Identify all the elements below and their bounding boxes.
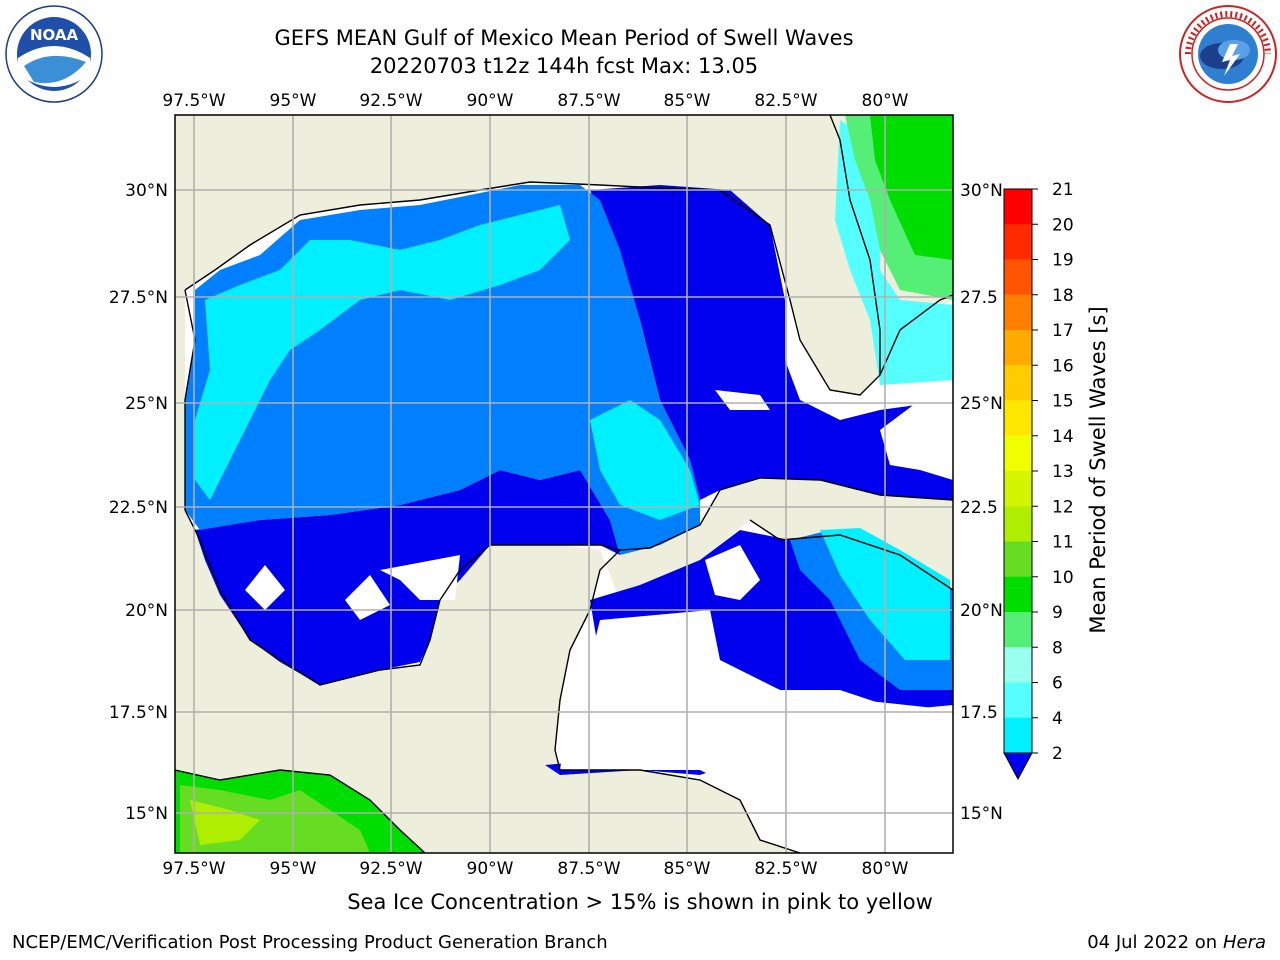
map-subtitle: 20220703 t12z 144h fcst Max: 13.05	[369, 54, 759, 78]
lon-label: 95°W	[270, 859, 317, 879]
lat-label: 25°N	[125, 394, 168, 414]
colorbar-segment	[1004, 541, 1032, 578]
lon-label: 87.5°W	[557, 91, 620, 111]
lat-label: 27.5	[960, 288, 998, 308]
lon-label: 97.5°W	[162, 859, 225, 879]
swell-band-2s-east	[590, 185, 953, 500]
colorbar-segment	[1004, 506, 1032, 542]
nws-logo	[1179, 5, 1277, 103]
lon-label: 80°W	[862, 859, 909, 879]
colorbar-extend-arrow	[1003, 752, 1033, 781]
lon-label: 90°W	[467, 859, 514, 879]
lat-label: 30°N	[125, 181, 168, 201]
lat-label: 17.5°N	[109, 703, 168, 723]
lat-labels-right: 30°N 27.5 25°N 22.5 20°N 17.5 15°N	[960, 181, 1003, 824]
lat-label: 30°N	[960, 181, 1003, 201]
colorbar-segment	[1004, 294, 1032, 331]
colorbar-tick-label: 18	[1052, 286, 1074, 306]
colorbar-tick-label: 4	[1052, 709, 1063, 729]
lon-label: 85°W	[664, 91, 711, 111]
colorbar-segment	[1004, 365, 1032, 401]
colorbar-label: Mean Period of Swell Waves [s]	[1086, 306, 1110, 633]
colorbar-segment	[1004, 647, 1032, 683]
lat-label: 15°N	[960, 804, 1003, 824]
colorbar-tick-label: 14	[1052, 427, 1074, 447]
colorbar-segment	[1004, 400, 1032, 437]
generation-date: 04 Jul 2022 on Hera	[1087, 932, 1266, 953]
colorbar-tick-label: 9	[1052, 603, 1063, 623]
colorbar-tick-label: 2	[1052, 744, 1063, 764]
swell-band-6s-atlantic	[835, 120, 953, 385]
lat-label: 25°N	[960, 394, 1003, 414]
colorbar-segment	[1004, 189, 1032, 225]
lat-label: 15°N	[125, 804, 168, 824]
colorbar-tick-label: 15	[1052, 392, 1074, 412]
lon-labels-top: 97.5°W 95°W 92.5°W 90°W 87.5°W 85°W 82.5…	[162, 91, 908, 111]
lon-label: 87.5°W	[557, 859, 620, 879]
colorbar-tick-label: 21	[1052, 180, 1074, 200]
colorbar-tick-label: 8	[1052, 638, 1063, 658]
colorbar-segment	[1004, 435, 1032, 472]
sea-ice-caption: Sea Ice Concentration > 15% is shown in …	[347, 890, 933, 914]
map-layers	[175, 115, 953, 853]
noaa-logo-text: NOAA	[30, 26, 79, 44]
swell-band-11s-atlantic	[870, 115, 953, 260]
noaa-logo: NOAA	[5, 5, 103, 103]
colorbar-segment	[1004, 612, 1032, 648]
producer-credit: NCEP/EMC/Verification Post Processing Pr…	[12, 932, 608, 953]
colorbar-tick-label: 6	[1052, 674, 1063, 694]
colorbar-segment	[1004, 576, 1032, 613]
lon-labels-bottom: 97.5°W 95°W 92.5°W 90°W 87.5°W 85°W 82.5…	[162, 859, 908, 879]
lon-label: 92.5°W	[359, 91, 422, 111]
date-text: 04 Jul 2022 on	[1087, 932, 1218, 953]
swell-band-2s-caribbean	[590, 530, 953, 710]
colorbar-tick-label: 10	[1052, 568, 1074, 588]
lon-label: 95°W	[270, 91, 317, 111]
colorbar-segment	[1004, 330, 1032, 366]
lon-label: 97.5°W	[162, 91, 225, 111]
colorbar-segment	[1004, 682, 1032, 719]
colorbar-tick-label: 12	[1052, 497, 1074, 517]
colorbar-segment	[1004, 471, 1032, 507]
colorbar-tick-label: 19	[1052, 251, 1074, 271]
colorbar-segment	[1004, 259, 1032, 296]
colorbar-tick-label: 13	[1052, 462, 1074, 482]
lon-label: 92.5°W	[359, 859, 422, 879]
machine-name: Hera	[1222, 932, 1266, 953]
colorbar-segment	[1004, 717, 1032, 754]
colorbar-tick-label: 20	[1052, 215, 1074, 235]
colorbar-segment	[1004, 224, 1032, 260]
lon-label: 85°W	[664, 859, 711, 879]
colorbar-tick-label: 16	[1052, 356, 1074, 376]
graticule	[175, 115, 953, 853]
lon-label: 82.5°W	[754, 859, 817, 879]
colorbar-tick-label: 17	[1052, 321, 1074, 341]
lat-labels-left: 30°N 27.5°N 25°N 22.5°N 20°N 17.5°N 15°N	[109, 181, 168, 824]
lat-label: 22.5°N	[109, 498, 168, 518]
lat-label: 20°N	[125, 601, 168, 621]
lat-label: 27.5°N	[109, 288, 168, 308]
lon-label: 90°W	[467, 91, 514, 111]
swell-band-6s-west	[195, 205, 570, 500]
lon-label: 80°W	[862, 91, 909, 111]
lat-label: 17.5	[960, 703, 998, 723]
lat-label: 22.5	[960, 498, 998, 518]
colorbar: 21 20 19 18 17 16 15 14 13 12 11 10 9 8 6 4 2	[1003, 180, 1074, 781]
lon-label: 82.5°W	[754, 91, 817, 111]
lat-label: 20°N	[960, 601, 1003, 621]
colorbar-tick-label: 11	[1052, 533, 1074, 553]
swell-band-6s-center	[590, 400, 700, 520]
map-frame	[174, 114, 954, 854]
map-title: GEFS MEAN Gulf of Mexico Mean Period of …	[274, 26, 854, 50]
